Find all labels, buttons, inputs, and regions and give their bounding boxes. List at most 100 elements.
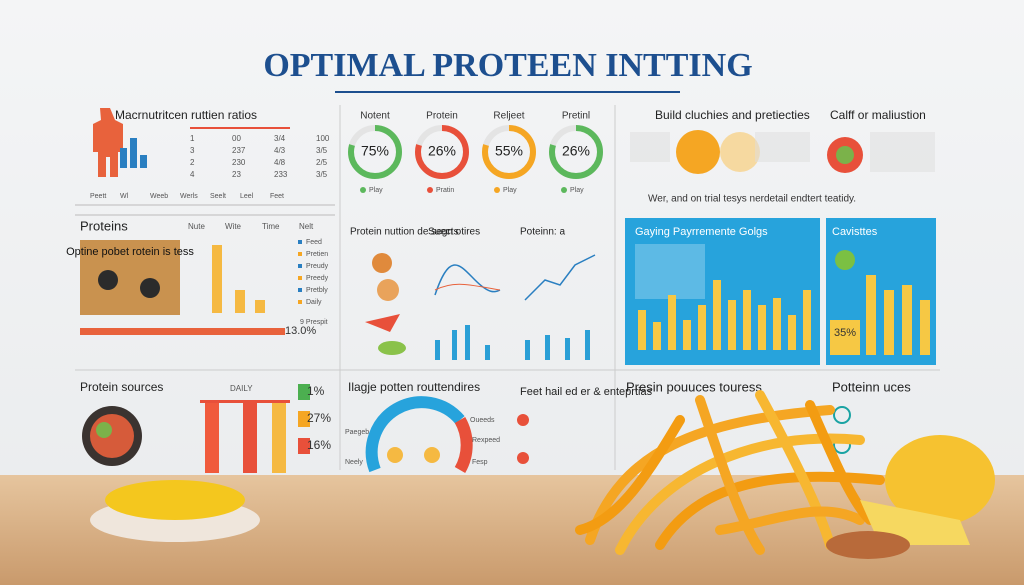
trend-line [434, 283, 501, 291]
gauge-legend: Play [503, 187, 517, 194]
table-cell: 3/5 [316, 170, 328, 179]
panel-title: Build cluchies and pretiecties [655, 108, 810, 122]
value-box [830, 320, 860, 355]
legend-label: Pretbly [306, 287, 328, 294]
icon-bar [120, 148, 127, 168]
column-header: Time [262, 222, 280, 231]
footer-label: Peett [90, 193, 106, 200]
bar [255, 300, 265, 313]
badge [835, 250, 855, 270]
gauge-arc [549, 125, 603, 179]
bullet [517, 452, 529, 464]
column-header: Wite [225, 222, 242, 231]
panel-title: Ilagje potten routtendires [348, 380, 480, 394]
sources-panel: Protein sources DAILY 1% 27% 16% [80, 380, 331, 473]
rule [200, 400, 290, 403]
trend-line [434, 264, 501, 296]
footer-label: Weeb [150, 193, 168, 200]
bar [866, 275, 876, 355]
panel-title: Proteins [80, 218, 128, 233]
gauge-legend: Play [570, 187, 584, 194]
bar [243, 403, 257, 473]
presin-panel: Presin pouuces touress [626, 379, 762, 394]
panel-title: Macrnutritcen ruttien ratios [115, 108, 257, 122]
build-panel: Build cluchies and pretiecties [630, 108, 810, 174]
percent: 13.0% [285, 325, 316, 337]
person [98, 270, 118, 290]
pasta [575, 390, 885, 555]
panel-title: Protein nuttion de segn otires [350, 227, 480, 238]
icon [387, 447, 403, 463]
legend-label: Feed [306, 239, 322, 246]
legend-dot [494, 187, 500, 193]
bar [212, 245, 222, 313]
table-cell: 3/4 [274, 134, 286, 143]
bar [668, 295, 676, 350]
gauge-value: 26% [562, 143, 590, 159]
bar [565, 338, 570, 360]
table-cell: 237 [232, 146, 246, 155]
panel-title: Suects [428, 227, 459, 238]
text-block [755, 132, 810, 162]
badge-value: 1% [307, 384, 325, 398]
legend-dot [427, 187, 433, 193]
table-cell: 4 [190, 170, 195, 179]
gauge-label: Reljeet [493, 111, 524, 122]
arc-label: Paegeb [345, 429, 369, 436]
bar [465, 325, 470, 360]
table-cell: 3/5 [316, 146, 328, 155]
table-cell: 3 [190, 146, 195, 155]
legend-swatch [298, 300, 302, 304]
table-cell: 4/3 [274, 146, 286, 155]
table-cell: 1 [190, 134, 195, 143]
arc-label: Fesp [472, 459, 488, 466]
bar [788, 315, 796, 350]
dish [826, 531, 910, 559]
gauge-value: 55% [495, 143, 523, 159]
gauge-arc [348, 125, 402, 179]
routines-panel: Ilagje potten routtendires Oueeds Paegeb R… [345, 380, 500, 473]
corn [105, 480, 245, 520]
food-icon [836, 146, 854, 164]
panel-title: Calff or maliustion [830, 108, 926, 122]
panel-title: Presin pouuces touress [626, 379, 762, 394]
legend-dot [360, 187, 366, 193]
gauges-panel: Notent 75% Play Protein 26% Pratin Reljeet 55% P… [348, 111, 603, 194]
table-cell: 2/5 [316, 158, 328, 167]
cavistes-panel: Cavisttes 35% [826, 218, 936, 365]
bar [452, 330, 457, 360]
badge [298, 411, 310, 427]
gauge-label: Pretinl [562, 111, 590, 122]
figure-icon [93, 108, 123, 177]
gauge-label: Notent [360, 111, 390, 122]
food-icon [372, 253, 392, 273]
gauge-label: Protein [426, 111, 458, 122]
bar [713, 280, 721, 350]
footer-label: Leel [240, 193, 254, 200]
icon [424, 447, 440, 463]
badge-value: 27% [307, 411, 331, 425]
food [96, 422, 112, 438]
bar [683, 320, 691, 350]
bar [272, 403, 286, 473]
bar [743, 290, 751, 350]
bar [435, 340, 440, 360]
text-block [870, 132, 935, 172]
badge [298, 384, 310, 400]
photo [80, 240, 180, 315]
legend-label: Preudy [306, 263, 329, 270]
bar [884, 290, 894, 355]
table-cell: 2 [190, 158, 195, 167]
food-icon [378, 341, 406, 355]
title: OPTIMAL PROTEEN INTTING [263, 47, 752, 84]
bar [525, 340, 530, 360]
person [140, 278, 160, 298]
text-block [630, 132, 670, 162]
legend-swatch [298, 252, 302, 256]
food-icon [377, 279, 399, 301]
note: 9 Prespit [300, 319, 328, 326]
gauge-legend: Play [369, 187, 383, 194]
goals-panel: Gaying Payrremente Golgs [625, 218, 820, 365]
